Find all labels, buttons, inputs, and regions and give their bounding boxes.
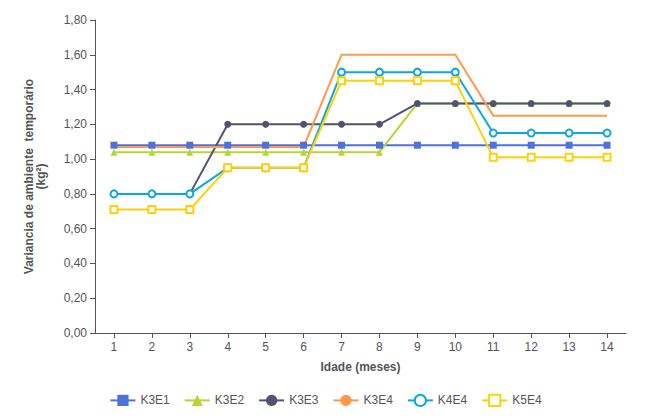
svg-text:1,20: 1,20 — [64, 117, 88, 131]
svg-text:0,40: 0,40 — [64, 256, 88, 270]
svg-text:3: 3 — [186, 340, 193, 354]
svg-text:0,20: 0,20 — [64, 291, 88, 305]
svg-text:2: 2 — [149, 340, 156, 354]
svg-text:K4E4: K4E4 — [438, 393, 468, 407]
svg-text:K3E3: K3E3 — [289, 393, 319, 407]
svg-text:8: 8 — [376, 340, 383, 354]
svg-text:Idade (meses): Idade (meses) — [320, 360, 400, 374]
svg-text:10: 10 — [449, 340, 463, 354]
svg-text:K5E4: K5E4 — [512, 393, 542, 407]
svg-text:0,80: 0,80 — [64, 187, 88, 201]
svg-text:1,00: 1,00 — [64, 152, 88, 166]
svg-text:K3E1: K3E1 — [140, 393, 170, 407]
svg-text:13: 13 — [562, 340, 576, 354]
svg-text:1: 1 — [111, 340, 118, 354]
svg-text:9: 9 — [414, 340, 421, 354]
svg-text:11: 11 — [487, 340, 500, 354]
svg-text:K3E4: K3E4 — [364, 393, 394, 407]
svg-text:6: 6 — [300, 340, 307, 354]
svg-text:K3E2: K3E2 — [215, 393, 245, 407]
svg-text:14: 14 — [600, 340, 614, 354]
svg-text:1,60: 1,60 — [64, 48, 88, 62]
svg-text:7: 7 — [338, 340, 345, 354]
svg-text:5: 5 — [262, 340, 269, 354]
svg-text:1,40: 1,40 — [64, 83, 88, 97]
svg-text:Variancia de ambiente temporár: Variancia de ambiente temporário — [22, 78, 36, 275]
svg-text:12: 12 — [524, 340, 538, 354]
svg-text:0,00: 0,00 — [64, 326, 88, 340]
svg-text:0,60: 0,60 — [64, 222, 88, 236]
svg-text:4: 4 — [224, 340, 231, 354]
svg-text:(kg²): (kg²) — [34, 164, 48, 190]
svg-text:1,80: 1,80 — [64, 13, 88, 27]
